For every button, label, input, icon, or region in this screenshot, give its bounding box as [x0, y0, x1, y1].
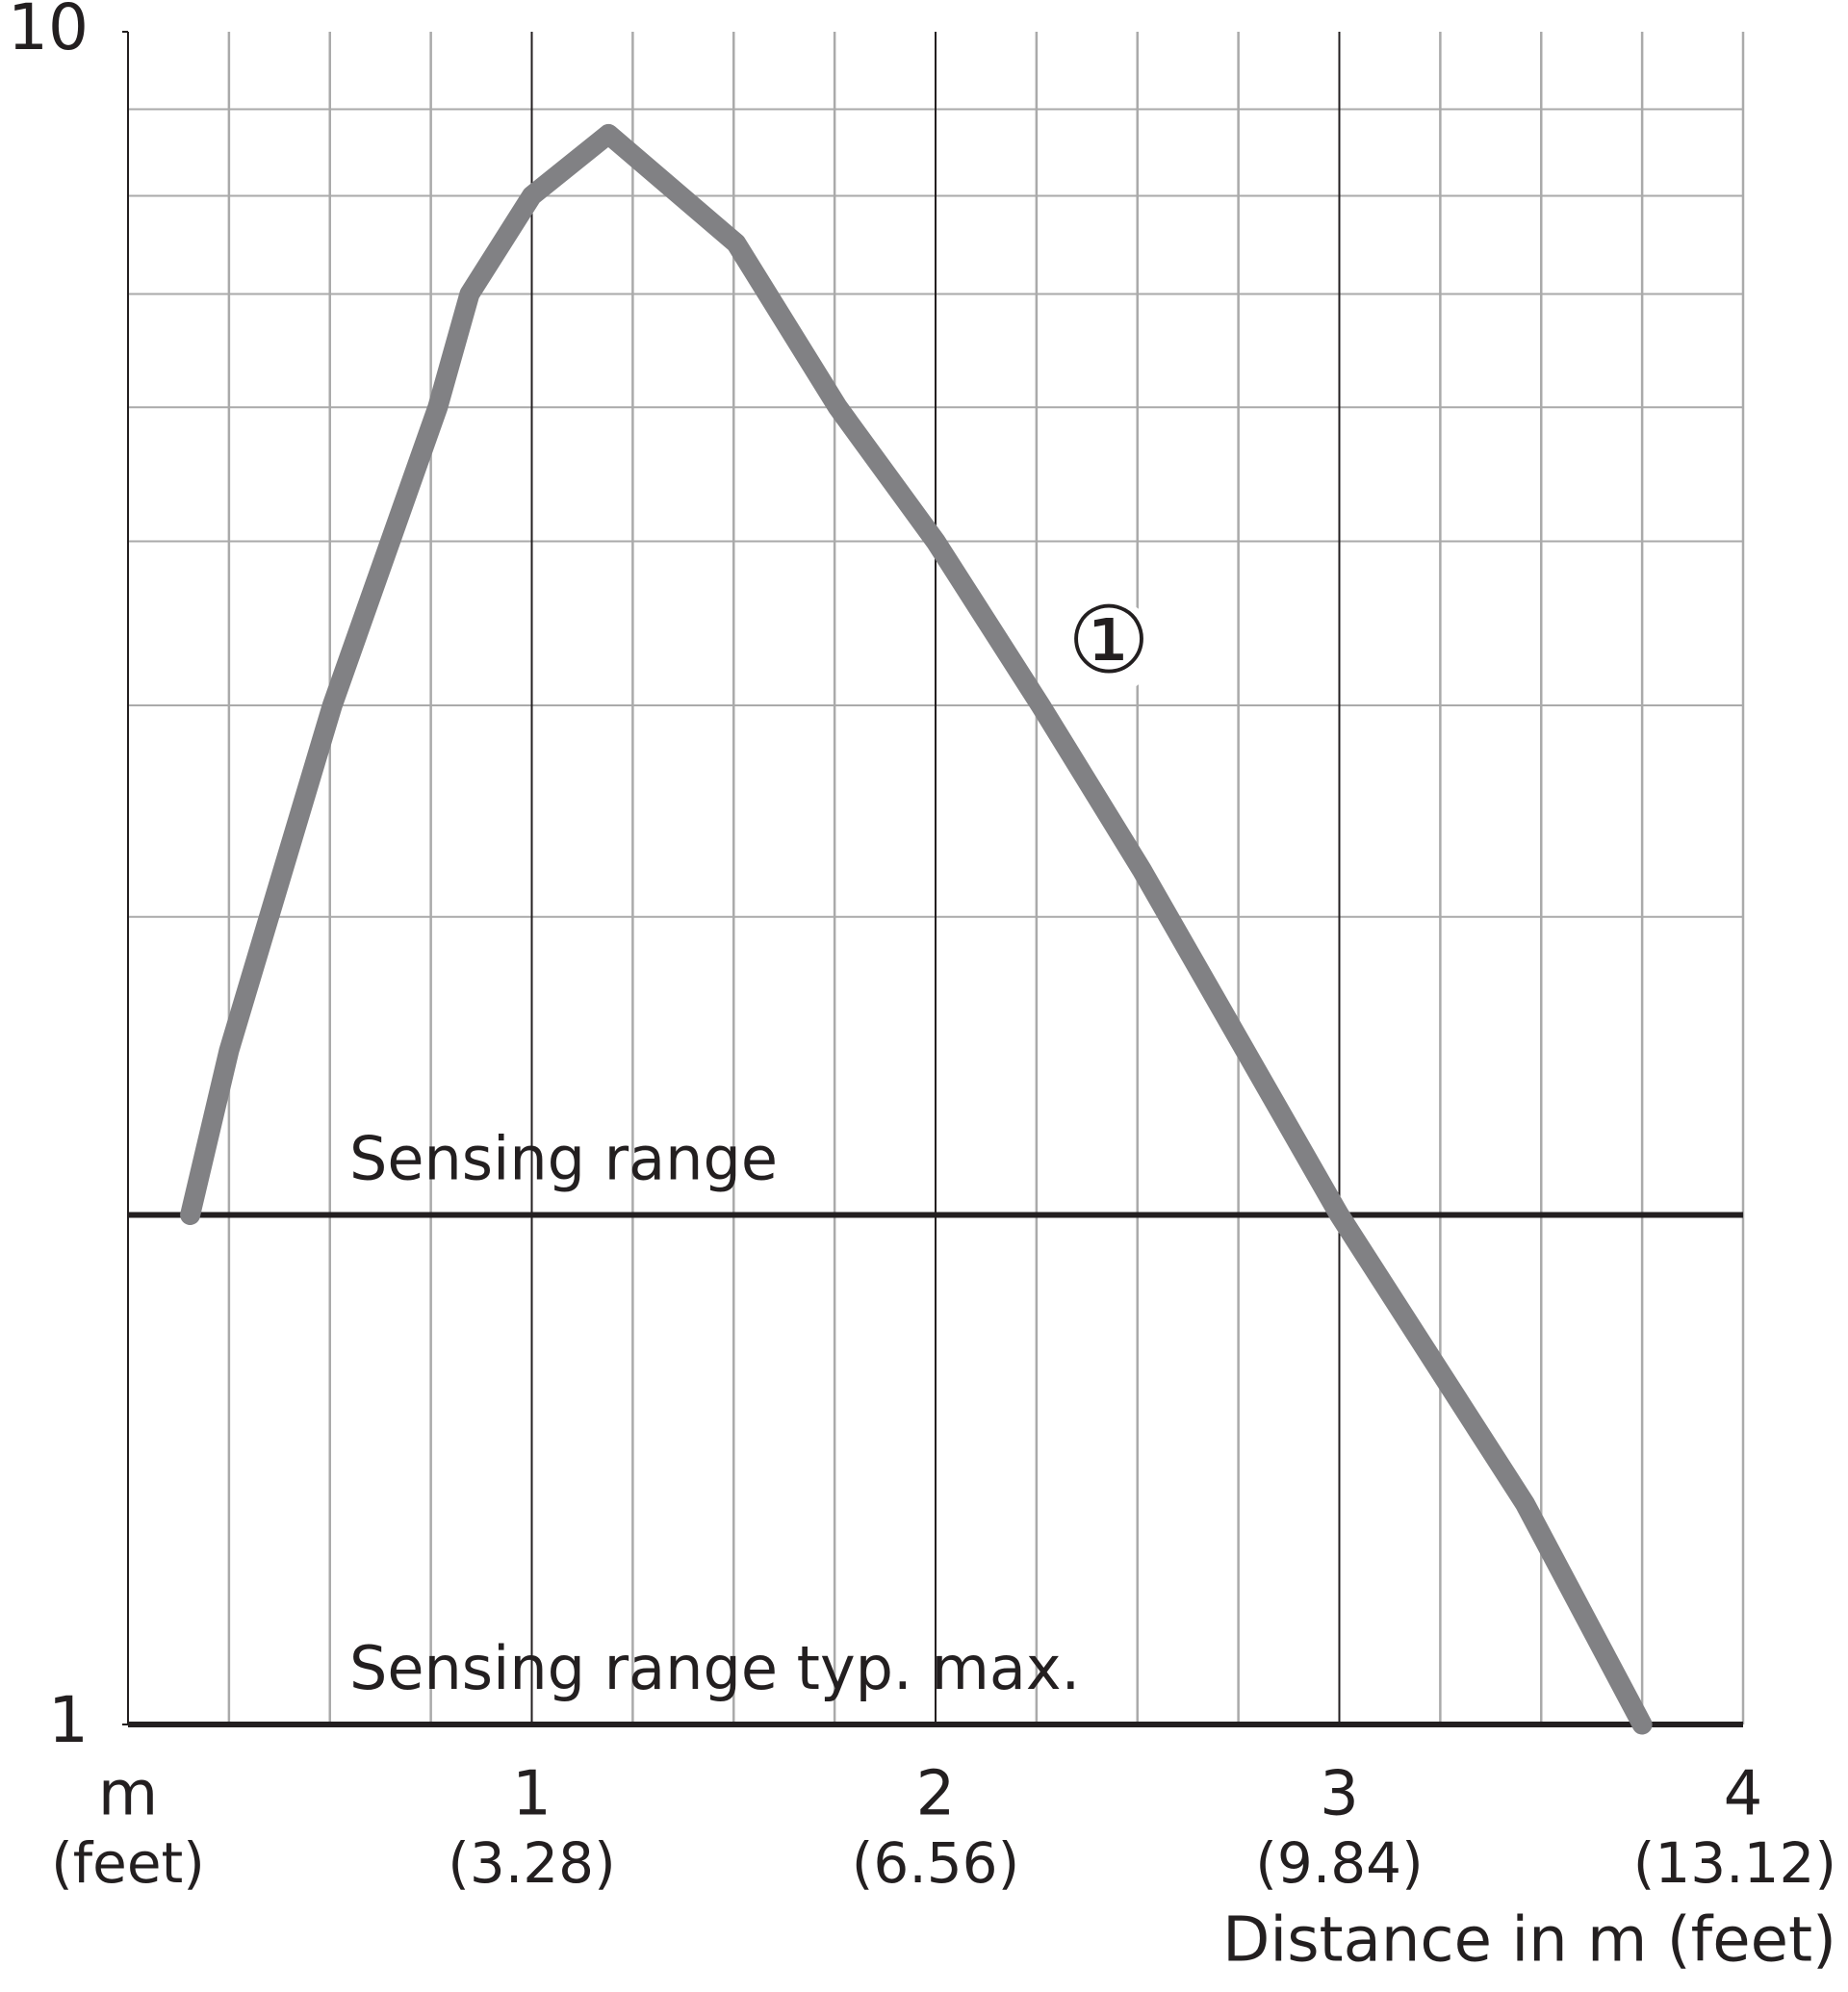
- x-tick-sublabel: (6.56): [852, 1830, 1019, 1896]
- x-tick-label: 1: [512, 1759, 552, 1830]
- y-tick-label: 1: [48, 1683, 89, 1757]
- x-tick-sublabel: (9.84): [1255, 1830, 1423, 1896]
- x-axis-label: Distance in m (feet): [1222, 1905, 1836, 1977]
- x-tick-label: 2: [916, 1759, 956, 1830]
- y-tick-label: 10: [8, 0, 89, 64]
- annotation-circle: [1061, 599, 1157, 695]
- x-tick-label: m: [98, 1759, 158, 1830]
- x-tick-label: 4: [1724, 1759, 1763, 1830]
- x-tick-sublabel: (3.28): [448, 1830, 615, 1896]
- x-tick-sublabel: (feet): [51, 1830, 205, 1896]
- reference-label: Sensing range: [349, 1124, 778, 1194]
- x-tick-label: 3: [1320, 1759, 1359, 1830]
- data-line: [180, 123, 1653, 1735]
- x-tick-sublabel: (13.12): [1633, 1830, 1836, 1896]
- reference-label: Sensing range typ. max.: [349, 1633, 1080, 1703]
- series-label: ①: [1067, 586, 1150, 694]
